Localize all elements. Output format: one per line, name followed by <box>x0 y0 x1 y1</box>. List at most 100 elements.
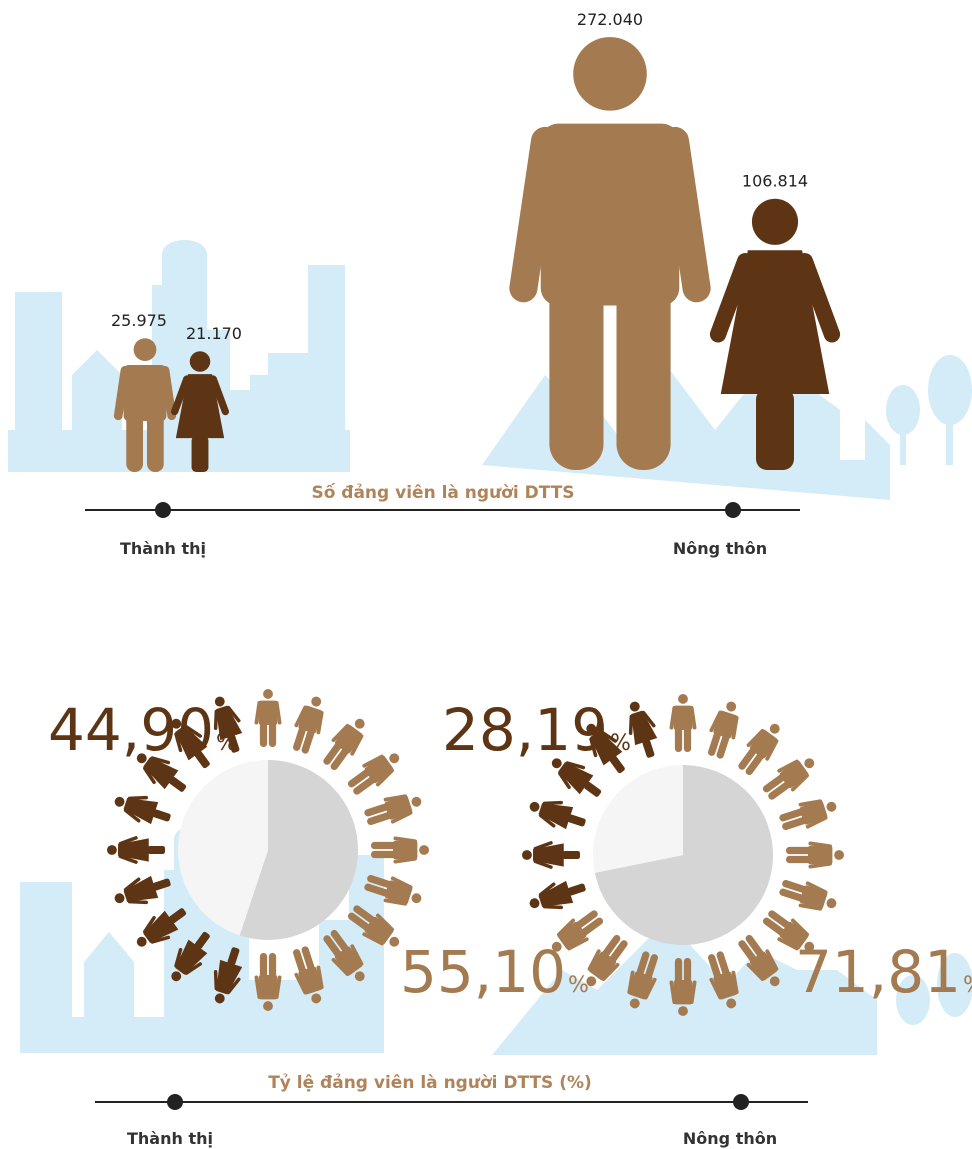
dress <box>175 374 225 439</box>
value-label: 106.814 <box>742 172 808 191</box>
leg <box>768 781 791 800</box>
leg <box>782 816 808 830</box>
person-icon <box>628 701 658 758</box>
legs <box>642 739 655 758</box>
torso <box>779 921 809 950</box>
tree <box>946 420 953 465</box>
leg <box>367 811 393 825</box>
tree <box>886 385 920 435</box>
person-icon <box>738 934 780 987</box>
person-icon <box>779 799 837 830</box>
leg <box>364 883 390 897</box>
dress <box>123 875 159 902</box>
legs <box>194 931 210 949</box>
leg <box>293 949 307 975</box>
person-icon <box>708 951 739 1009</box>
legs <box>562 850 580 860</box>
person-icon <box>107 836 165 864</box>
head <box>834 850 844 860</box>
arms <box>538 882 563 910</box>
legs <box>152 878 171 891</box>
legs <box>756 388 794 470</box>
head <box>804 758 815 769</box>
leg <box>259 720 268 747</box>
arms <box>171 375 229 416</box>
person-icon <box>669 694 697 752</box>
leg <box>353 776 376 795</box>
leg <box>364 803 390 817</box>
leg <box>644 954 658 980</box>
legs <box>609 756 625 774</box>
leg <box>762 773 786 793</box>
arms <box>589 730 618 758</box>
leg <box>708 954 722 980</box>
person-icon <box>293 696 324 754</box>
legs <box>227 734 240 753</box>
value-label: 25.975 <box>111 311 167 330</box>
head <box>522 850 532 860</box>
head <box>354 971 365 982</box>
dress <box>123 798 159 825</box>
person-icon <box>114 795 171 825</box>
arms <box>533 841 553 869</box>
pie-slice <box>239 760 359 940</box>
person-icon <box>762 758 815 800</box>
rural-landscape <box>482 350 890 500</box>
arms <box>538 800 563 828</box>
torso <box>557 921 587 950</box>
head <box>263 689 273 699</box>
value-label: 272.040 <box>577 10 643 29</box>
legs <box>147 845 165 855</box>
leg <box>779 808 805 822</box>
arms <box>669 980 697 1004</box>
leg <box>683 725 692 752</box>
arms <box>143 915 171 944</box>
tree <box>937 953 972 1017</box>
torso <box>588 951 617 981</box>
leg <box>609 940 628 963</box>
torso <box>258 700 278 725</box>
arms <box>798 881 828 911</box>
leg <box>126 411 143 472</box>
arms <box>118 836 138 864</box>
city-skyline <box>8 240 350 472</box>
arms <box>383 876 413 906</box>
head <box>389 936 400 947</box>
leg <box>636 951 650 977</box>
head <box>678 1006 688 1016</box>
leg <box>347 768 371 788</box>
dress <box>631 710 658 746</box>
leg <box>371 841 398 850</box>
arms <box>669 706 697 730</box>
head <box>114 796 125 807</box>
value-label: 71,81 <box>795 938 961 1006</box>
person-icon <box>323 929 365 982</box>
arms <box>213 705 241 730</box>
arms <box>746 729 779 761</box>
value-unit: % <box>216 731 237 756</box>
person-icon <box>171 718 210 769</box>
person-icon <box>529 880 586 910</box>
head <box>133 338 157 361</box>
arms <box>362 754 394 787</box>
arms <box>213 970 241 995</box>
arms <box>123 795 148 823</box>
leg <box>347 912 371 932</box>
person-icon <box>738 723 780 776</box>
head <box>189 351 211 372</box>
person-icon <box>586 934 628 987</box>
leg <box>716 733 730 759</box>
head <box>311 993 322 1004</box>
head <box>726 998 737 1009</box>
arms <box>628 710 656 735</box>
arms <box>808 841 832 869</box>
arms <box>383 794 413 824</box>
head <box>411 796 422 807</box>
dress <box>118 838 149 862</box>
legs <box>227 947 240 966</box>
dress <box>533 843 564 867</box>
arms <box>174 947 203 975</box>
leg <box>268 953 277 980</box>
